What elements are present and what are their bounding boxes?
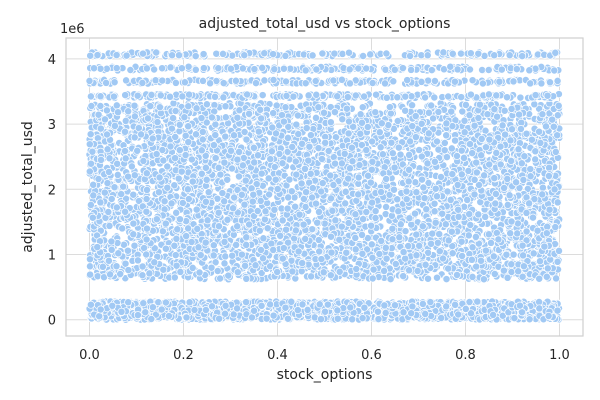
data-point [164, 312, 173, 320]
data-point [535, 304, 544, 313]
data-point [553, 306, 562, 315]
data-point [221, 309, 230, 318]
data-point [148, 303, 157, 312]
data-point [360, 303, 369, 312]
data-point [133, 311, 142, 320]
data-point [108, 301, 117, 310]
data-point [348, 315, 357, 324]
data-point [269, 311, 278, 320]
data-point [515, 301, 524, 310]
data-point [442, 302, 451, 311]
data-point [248, 313, 256, 322]
data-point [242, 298, 251, 307]
data-point [380, 301, 389, 310]
data-point [399, 308, 408, 317]
data-point [426, 298, 435, 307]
data-point [465, 298, 474, 306]
data-point [284, 314, 292, 323]
data-point [95, 312, 104, 321]
data-point [215, 314, 224, 323]
data-point [157, 305, 166, 314]
data-point [525, 315, 534, 324]
data-point [182, 313, 191, 322]
data-point [86, 262, 94, 271]
data-point [321, 307, 330, 316]
data-point [317, 315, 325, 324]
data-point [147, 315, 156, 323]
data-point [407, 309, 416, 318]
data-point [287, 297, 296, 306]
data-point [117, 307, 126, 316]
data-point [233, 304, 242, 313]
data-point [190, 306, 199, 314]
data-point [346, 303, 355, 312]
data-point [408, 302, 417, 311]
points-layer [85, 48, 564, 324]
data-point [451, 300, 460, 309]
data-point [437, 314, 446, 322]
data-point [141, 308, 150, 317]
data-point [250, 306, 259, 315]
data-point [333, 314, 342, 323]
data-point [454, 310, 463, 319]
data-point [201, 306, 210, 314]
data-point [473, 297, 482, 306]
data-point [421, 309, 430, 318]
data-point [510, 314, 519, 323]
data-point [262, 314, 271, 323]
data-point [391, 301, 399, 310]
data-point [381, 308, 390, 317]
data-point [221, 301, 230, 310]
data-point [518, 308, 526, 317]
data-point [544, 311, 553, 320]
data-point [358, 314, 367, 323]
data-point [489, 310, 498, 319]
data-point [86, 300, 95, 309]
data-point [281, 303, 290, 312]
data-point [461, 304, 470, 313]
data-point [374, 315, 383, 324]
data-point [185, 298, 194, 307]
data-point [266, 300, 275, 309]
data-point [323, 300, 332, 309]
data-point [161, 298, 170, 307]
data-point [257, 301, 266, 310]
data-point [139, 299, 148, 308]
data-point [298, 300, 307, 309]
data-point [418, 299, 427, 308]
data-point [333, 306, 342, 315]
data-point [96, 305, 105, 314]
data-point [315, 300, 324, 309]
data-point [124, 298, 133, 307]
data-point [373, 307, 382, 316]
